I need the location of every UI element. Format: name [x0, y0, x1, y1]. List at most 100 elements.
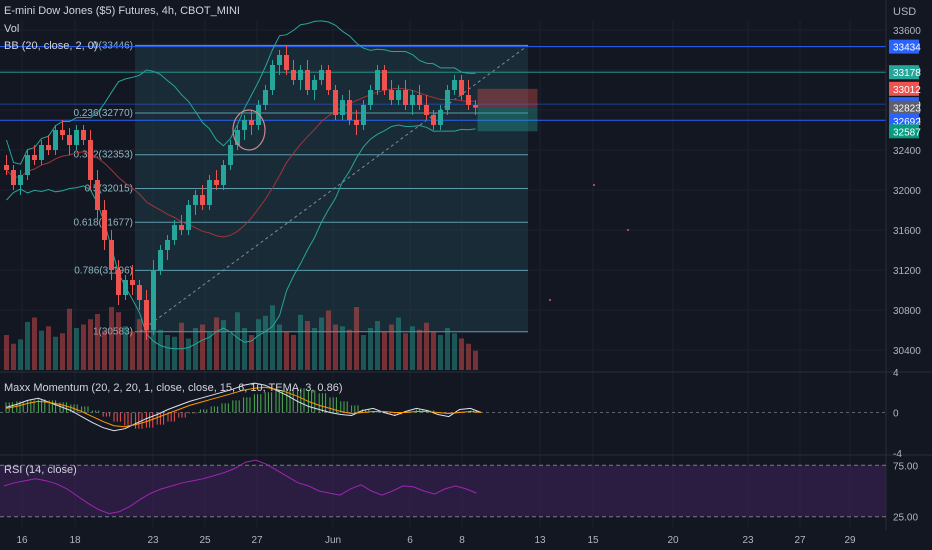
rsi-legend: RSI (14, close) [4, 464, 77, 476]
price-axis-label: 32400 [893, 146, 921, 157]
marker-dot [627, 229, 629, 231]
bb-basis-line [6, 87, 476, 238]
candle-body [375, 70, 380, 90]
time-axis-label: 13 [534, 535, 546, 546]
candle-body [39, 145, 44, 160]
volume-bar [60, 333, 65, 370]
time-axis-label: 6 [407, 535, 413, 546]
candle-body [389, 90, 394, 100]
candle-body [298, 70, 303, 80]
candle-body [305, 70, 310, 90]
volume-bar [214, 317, 219, 370]
volume-bar [158, 329, 163, 370]
volume-bar [375, 321, 380, 370]
momentum-slow-line [5, 386, 482, 428]
price-tag-label: 33012 [893, 85, 921, 96]
fib-level-label: 1(30583) [93, 327, 133, 338]
price-tag-label: 33178 [893, 68, 921, 79]
volume-bar [193, 328, 198, 370]
candle-body [354, 120, 359, 125]
time-axis-label: 25 [199, 535, 211, 546]
volume-bar [410, 326, 415, 370]
momentum-legend: Maxx Momentum (20, 2, 20, 1, close, clos… [4, 382, 343, 394]
candle-body [144, 300, 149, 330]
volume-bar [396, 317, 401, 370]
symbol-title: E-mini Dow Jones ($5) Futures, 4h, CBOT_… [4, 5, 240, 17]
candle-body [403, 90, 408, 105]
candle-body [263, 90, 268, 105]
candle-body [438, 110, 443, 125]
volume-bar [284, 331, 289, 370]
price-axis-label: 31600 [893, 226, 921, 237]
volume-bar [403, 333, 408, 370]
candle-body [172, 225, 177, 240]
fib-level-label: 0.786(31196) [74, 265, 133, 276]
volume-bar [116, 312, 121, 370]
price-tag-label: 32692 [893, 117, 921, 128]
price-tag [889, 100, 919, 115]
candle-body [466, 95, 471, 105]
candle-body [312, 80, 317, 90]
volume-bar [221, 320, 226, 370]
candle-body [368, 90, 373, 105]
volume-bar [130, 331, 135, 370]
volume-bar [431, 331, 436, 370]
candle-body [32, 155, 37, 160]
candle-body [333, 90, 338, 115]
candle-body [60, 130, 65, 135]
volume-bar [291, 335, 296, 370]
candle-body [151, 270, 156, 330]
volume-bar [74, 328, 79, 370]
price-axis-label: 30800 [893, 306, 921, 317]
candle-body [221, 165, 226, 185]
candle-body [319, 70, 324, 80]
bb-upper-band [6, 20, 476, 165]
volume-bar [179, 322, 184, 370]
volume-bar [186, 338, 191, 370]
candle-body [116, 270, 121, 295]
volume-bar [228, 333, 233, 370]
candle-body [74, 130, 79, 145]
momentum-axis-label: 0 [893, 409, 899, 420]
momentum-axis-label: 4 [893, 368, 899, 379]
fib-level-label: 0.236(32770) [74, 108, 134, 119]
volume-bar [53, 336, 58, 370]
annotation-circle [232, 109, 266, 151]
volume-bar [389, 324, 394, 370]
candle-body [200, 195, 205, 205]
candle-body [214, 180, 219, 185]
volume-bar [424, 322, 429, 370]
candle-body [424, 105, 429, 115]
candle-body [291, 70, 296, 80]
candle-body [137, 285, 142, 300]
price-tag [889, 81, 919, 96]
time-axis-label: 27 [794, 535, 806, 546]
volume-bar [270, 305, 275, 370]
candle-body [284, 55, 289, 70]
candle-body [417, 95, 422, 105]
volume-bar [417, 329, 422, 370]
volume-bar [123, 326, 128, 370]
candle-body [382, 70, 387, 90]
price-axis-label: 30400 [893, 346, 921, 357]
volume-bar [200, 324, 205, 370]
price-tag [889, 124, 919, 139]
candle-body [242, 120, 247, 130]
candle-body [235, 130, 240, 145]
candle-body [452, 80, 457, 90]
candle-body [249, 120, 254, 125]
time-axis-label: 29 [844, 535, 856, 546]
candle-body [207, 180, 212, 205]
candle-body [340, 100, 345, 115]
candle-body [186, 205, 191, 230]
time-axis-label: 16 [16, 535, 28, 546]
vol-legend: Vol [4, 23, 20, 35]
candle-body [270, 65, 275, 90]
rsi-axis-label: 75.00 [893, 461, 918, 472]
volume-bar [459, 338, 464, 370]
candle-body [459, 80, 464, 95]
fib-level-label: 0.382(32353) [74, 150, 134, 161]
volume-bar [340, 326, 345, 370]
candle-body [165, 240, 170, 250]
